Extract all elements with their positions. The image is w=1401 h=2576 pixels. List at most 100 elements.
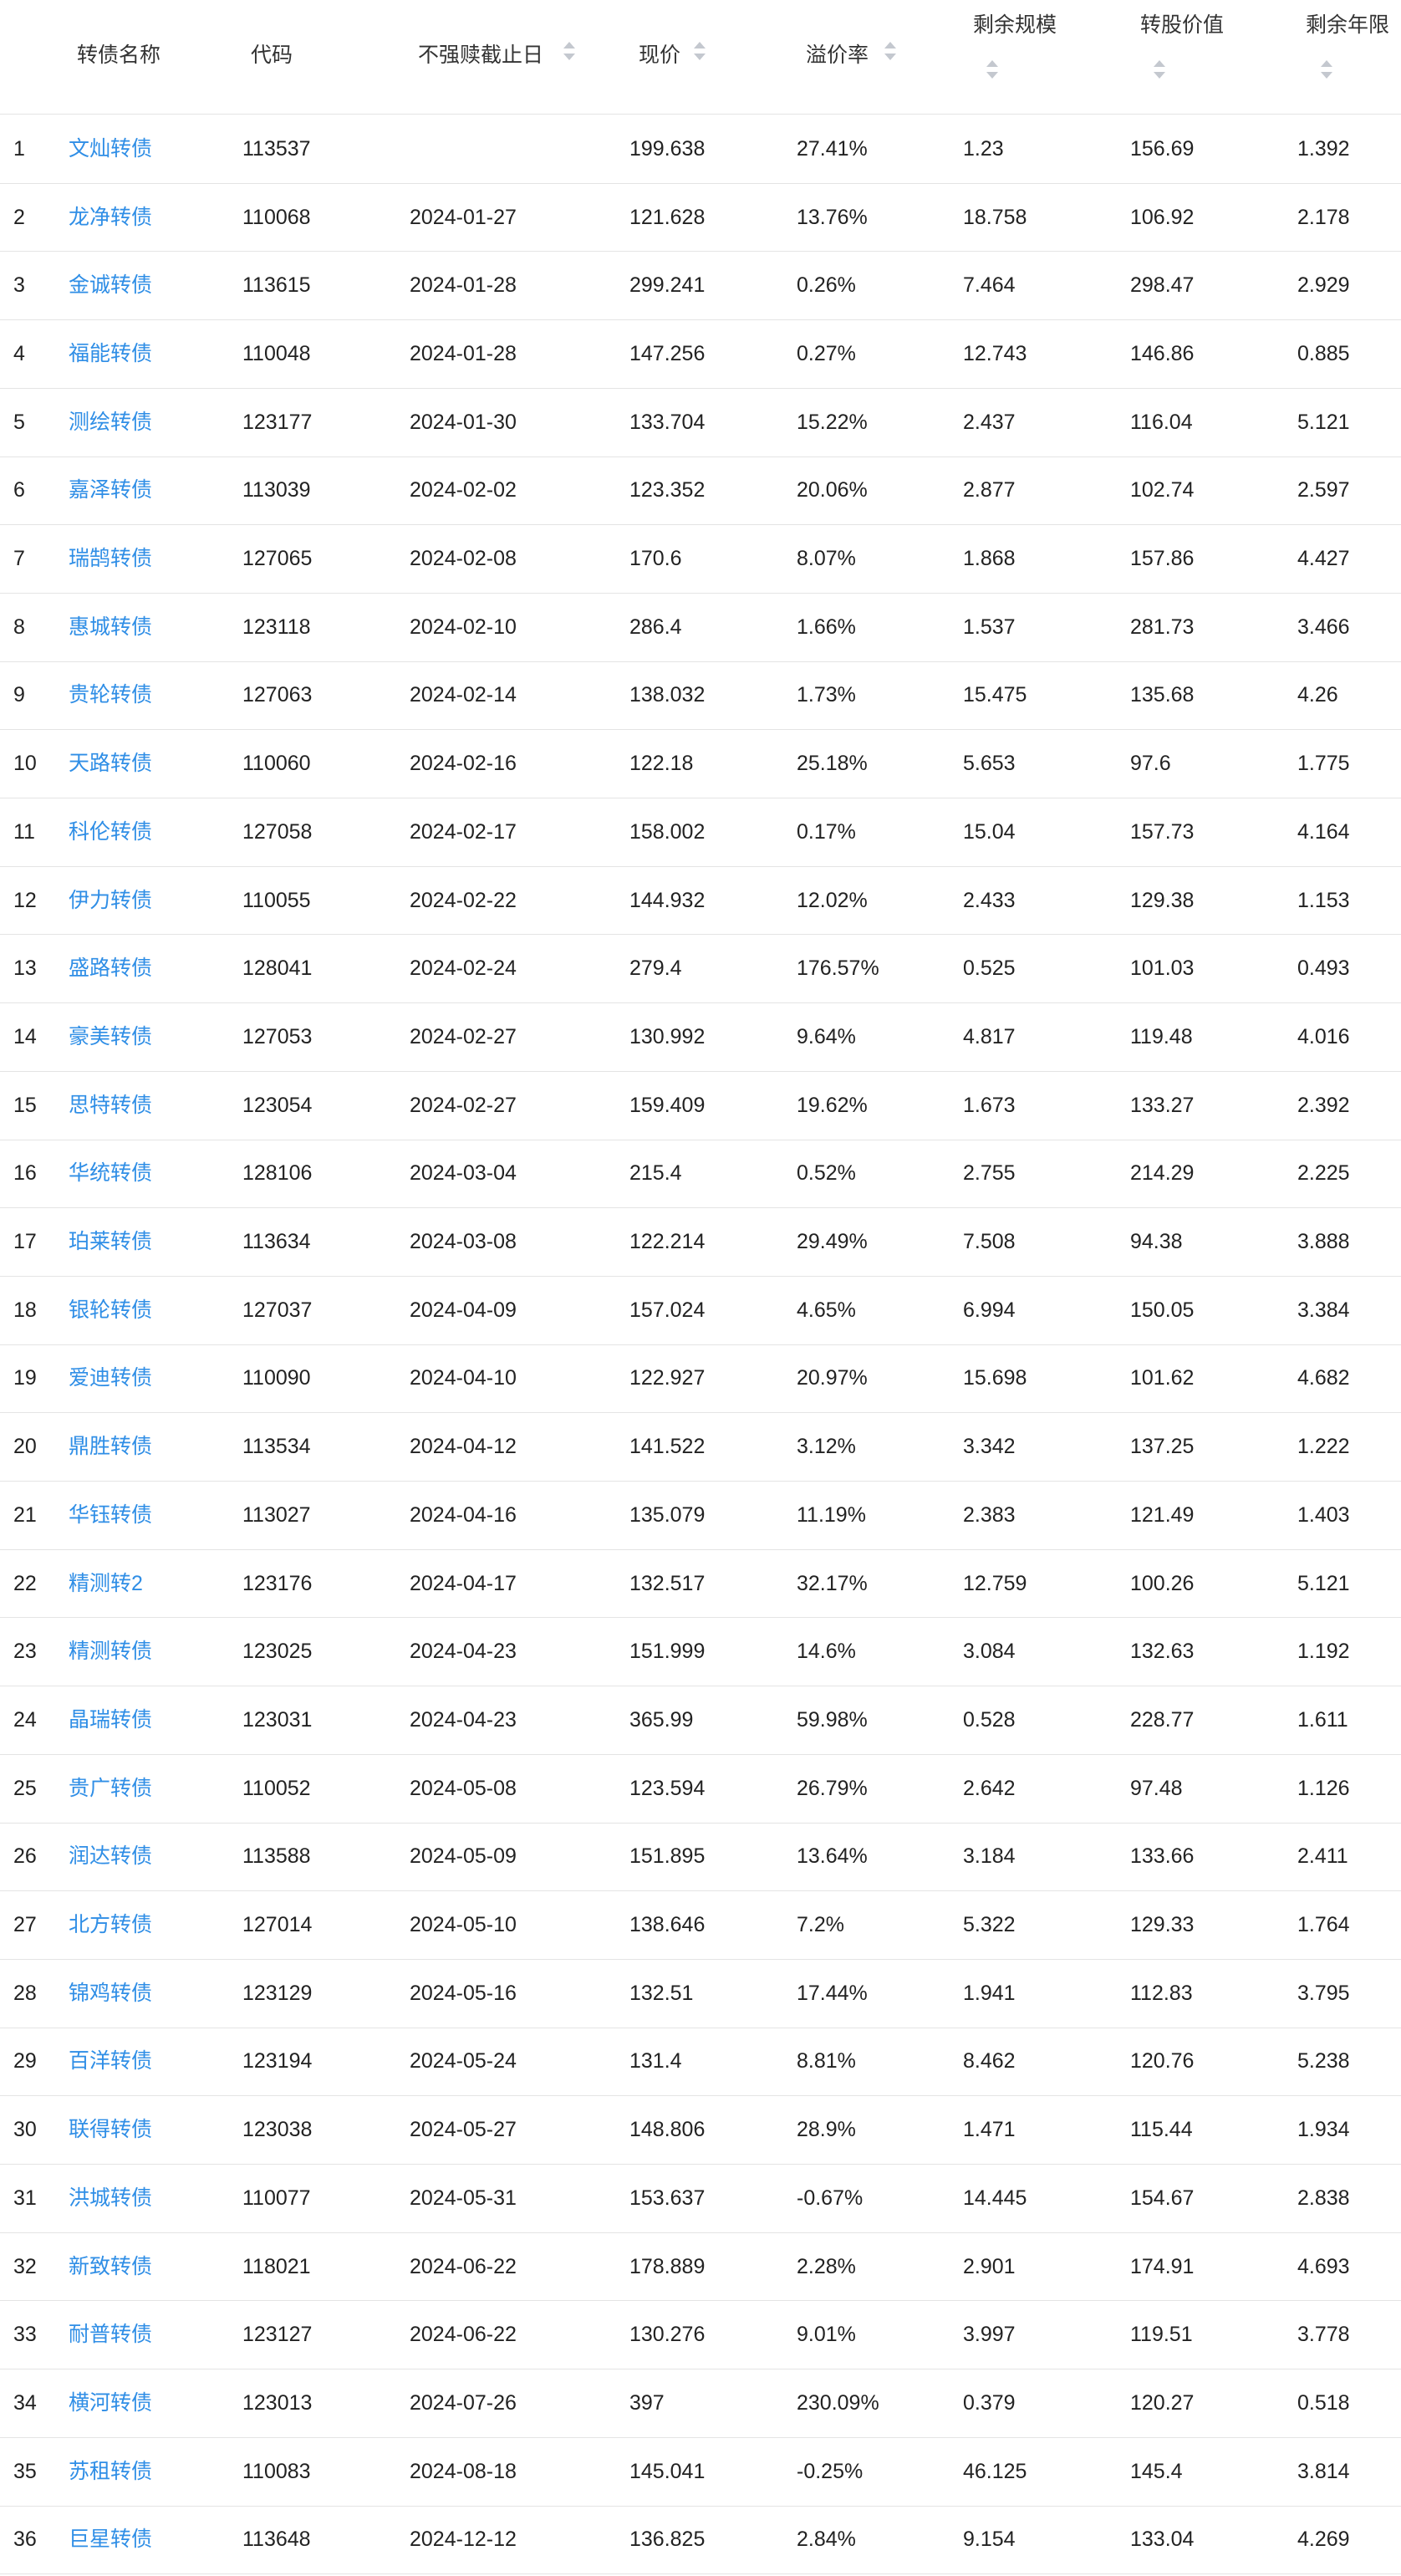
premium-rate: 176.57% [797, 956, 879, 981]
bond-name[interactable]: 精测转2 [69, 1571, 143, 1595]
price: 141.522 [629, 1435, 706, 1459]
row-border [0, 1823, 1401, 1824]
bond-name[interactable]: 珀莱转债 [69, 1230, 153, 1254]
bond-name[interactable]: 豪美转债 [69, 1024, 153, 1048]
sort-icon[interactable] [986, 60, 998, 79]
premium-rate: 12.02% [797, 888, 868, 912]
conversion-value: 115.44 [1130, 2118, 1193, 2142]
row-index: 31 [13, 2186, 37, 2210]
bond-name[interactable]: 嘉泽转债 [69, 478, 153, 502]
bond-name[interactable]: 耐普转债 [69, 2323, 153, 2347]
price: 138.646 [629, 1913, 706, 1937]
row-border [0, 524, 1401, 525]
price: 279.4 [629, 956, 682, 981]
bond-name[interactable]: 苏租转债 [69, 2459, 153, 2483]
row-index: 17 [13, 1230, 37, 1254]
conversion-value: 137.25 [1130, 1435, 1195, 1459]
bond-name[interactable]: 瑞鹄转债 [69, 547, 153, 571]
bond-name[interactable]: 润达转债 [69, 1844, 153, 1869]
bond-code: 110052 [242, 1776, 311, 1800]
bond-code: 123038 [242, 2118, 313, 2142]
sort-icon[interactable] [694, 42, 706, 60]
bond-name[interactable]: 新致转债 [69, 2254, 153, 2278]
remaining-size: 12.759 [963, 1571, 1027, 1595]
bond-name[interactable]: 爱迪转债 [69, 1366, 153, 1390]
sort-icon[interactable] [1321, 60, 1332, 79]
remaining-years: 1.403 [1297, 1502, 1350, 1527]
redeem-date: 2024-08-18 [410, 2459, 517, 2483]
bond-name[interactable]: 百洋转债 [69, 2049, 153, 2074]
row-border [0, 593, 1401, 594]
header-cell[interactable]: 现价 [639, 43, 681, 67]
header-cell[interactable]: 不强赎截止日 [418, 43, 544, 67]
remaining-years: 2.838 [1297, 2186, 1350, 2210]
price: 286.4 [629, 615, 682, 639]
header-cell[interactable]: 转股价值 [1140, 13, 1225, 37]
bond-name[interactable]: 贵轮转债 [69, 683, 153, 707]
conversion-value: 112.83 [1130, 1981, 1193, 2005]
bond-name[interactable]: 华钰转债 [69, 1502, 153, 1527]
bond-name[interactable]: 伊力转债 [69, 888, 153, 912]
bond-name[interactable]: 测绘转债 [69, 410, 153, 434]
bond-name[interactable]: 金诚转债 [69, 273, 153, 298]
row-index: 2 [13, 205, 25, 229]
header-cell[interactable]: 剩余规模 [973, 13, 1057, 37]
remaining-size: 3.342 [963, 1435, 1016, 1459]
premium-rate: 25.18% [797, 752, 868, 776]
bond-name[interactable]: 盛路转债 [69, 956, 153, 981]
row-index: 34 [13, 2390, 37, 2415]
conversion-value: 97.48 [1130, 1776, 1183, 1800]
row-index: 5 [13, 410, 25, 434]
row-border [0, 934, 1401, 935]
bond-name[interactable]: 晶瑞转债 [69, 1707, 153, 1732]
price: 122.18 [629, 752, 694, 776]
bond-code: 123054 [242, 1093, 313, 1117]
sort-icon[interactable] [563, 42, 575, 60]
bond-name[interactable]: 锦鸡转债 [69, 1981, 153, 2005]
header-cell[interactable]: 剩余年限 [1306, 13, 1390, 37]
bond-code: 123127 [242, 2323, 313, 2347]
row-index: 1 [13, 136, 25, 161]
bond-name[interactable]: 思特转债 [69, 1093, 153, 1117]
bond-name[interactable]: 北方转债 [69, 1913, 153, 1937]
bond-name[interactable]: 巨星转债 [69, 2528, 153, 2552]
bond-name[interactable]: 联得转债 [69, 2118, 153, 2142]
remaining-size: 1.941 [963, 1981, 1016, 2005]
bond-name[interactable]: 精测转债 [69, 1640, 153, 1664]
conversion-value: 298.47 [1130, 273, 1195, 298]
row-border [0, 1071, 1401, 1072]
bond-name[interactable]: 横河转债 [69, 2390, 153, 2415]
bond-name[interactable]: 龙净转债 [69, 205, 153, 229]
bond-name[interactable]: 华统转债 [69, 1161, 153, 1186]
bond-name[interactable]: 科伦转债 [69, 819, 153, 844]
bond-name[interactable]: 鼎胜转债 [69, 1435, 153, 1459]
row-border [0, 1549, 1401, 1550]
bond-code: 118021 [242, 2254, 311, 2278]
redeem-date: 2024-02-16 [410, 752, 517, 776]
redeem-date: 2024-04-10 [410, 1366, 517, 1390]
bond-name[interactable]: 银轮转债 [69, 1298, 153, 1322]
conversion-value: 150.05 [1130, 1298, 1195, 1322]
bond-name[interactable]: 惠城转债 [69, 615, 153, 639]
row-border [0, 1890, 1401, 1891]
price: 123.594 [629, 1776, 706, 1800]
premium-rate: 13.76% [797, 205, 868, 229]
remaining-size: 1.23 [963, 136, 1004, 161]
remaining-size: 5.653 [963, 752, 1016, 776]
price: 123.352 [629, 478, 706, 502]
premium-rate: 14.6% [797, 1640, 856, 1664]
sort-icon[interactable] [884, 42, 896, 60]
remaining-size: 4.817 [963, 1024, 1016, 1048]
bond-name[interactable]: 福能转债 [69, 341, 153, 365]
bond-name[interactable]: 文灿转债 [69, 136, 153, 161]
remaining-size: 15.698 [963, 1366, 1027, 1390]
bond-name[interactable]: 天路转债 [69, 752, 153, 776]
header-cell[interactable]: 溢价率 [806, 43, 869, 67]
premium-rate: 59.98% [797, 1707, 868, 1732]
row-border [0, 2573, 1401, 2574]
row-border [0, 1344, 1401, 1345]
bond-name[interactable]: 贵广转债 [69, 1776, 153, 1800]
row-index: 10 [13, 752, 37, 776]
bond-name[interactable]: 洪城转债 [69, 2186, 153, 2210]
sort-icon[interactable] [1154, 60, 1165, 79]
